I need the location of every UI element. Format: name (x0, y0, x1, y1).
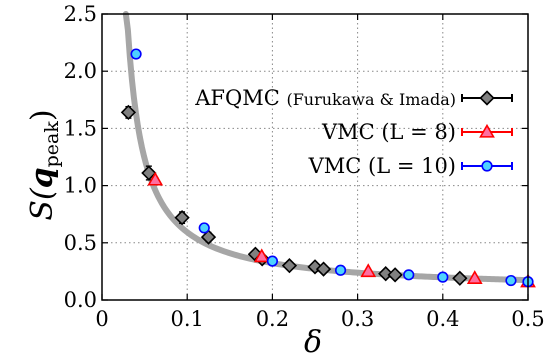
x-axis-label: δ (304, 325, 322, 355)
data-layer (120, 48, 536, 288)
data-point-diamond (315, 261, 332, 277)
x-tick-label: 0.1 (170, 307, 203, 331)
legend: AFQMC (Furukawa & Imada)VMC (L = 8)VMC (… (194, 86, 513, 178)
x-tick-label: 0.2 (256, 307, 289, 331)
plot-frame (101, 13, 529, 301)
data-point-diamond (141, 165, 157, 181)
legend-marker-circle (481, 160, 493, 172)
legend-series-note: (L = 8) (381, 120, 456, 144)
legend-series-note: (Furukawa & Imada) (286, 90, 456, 109)
data-point-diamond (200, 229, 217, 245)
legend-series-name: AFQMC (194, 86, 286, 110)
legend-series-note: (L = 10) (368, 154, 456, 178)
y-axis-label-sub: peak (41, 121, 63, 168)
data-point-circle (130, 48, 142, 60)
data-point-circle (505, 274, 517, 287)
data-point-diamond (378, 266, 394, 282)
series-diamond (120, 104, 468, 286)
legend-label: VMC (L = 10) (308, 154, 456, 178)
x-tick-label: 0.3 (341, 307, 374, 331)
legend-series-name: VMC (321, 120, 381, 144)
legend-label: VMC (L = 8) (321, 120, 456, 144)
fit-curve (122, 11, 531, 284)
data-point-diamond (174, 210, 190, 226)
data-point-triangle (147, 171, 164, 186)
y-axis-label: S(qpeak) (25, 109, 63, 220)
grid (102, 14, 528, 300)
data-point-circle (437, 271, 449, 283)
data-point-triangle (253, 248, 270, 263)
data-point-circle (198, 222, 210, 234)
y-tick-label: 0.5 (64, 231, 97, 255)
x-tick-label: 0 (95, 307, 108, 331)
legend-series-name: VMC (308, 154, 368, 178)
legend-label: AFQMC (Furukawa & Imada) (194, 86, 456, 110)
x-tick-label: 0.5 (511, 307, 544, 331)
data-point-circle (266, 255, 279, 267)
ticks: 0 0.1 0.2 0.3 0.4 0.5 0.0 0.5 1.0 1.5 2.0 2.5 (64, 2, 545, 331)
y-axis-label-bold: q (25, 167, 60, 188)
fit-curve-layer (122, 11, 531, 284)
data-point-diamond (281, 258, 298, 274)
data-point-diamond (387, 267, 403, 283)
y-tick-label: 2.5 (64, 2, 97, 26)
data-point-triangle (360, 263, 377, 278)
y-tick-label: 0.0 (64, 288, 97, 312)
data-point-circle (334, 264, 347, 276)
y-tick-label: 1.0 (64, 174, 97, 198)
series-circle (130, 48, 534, 288)
data-point-diamond (452, 270, 468, 286)
legend-marker-triangle (479, 123, 495, 138)
y-tick-label: 1.5 (64, 116, 97, 140)
data-point-triangle (466, 270, 483, 284)
legend-marker-diamond (479, 90, 495, 106)
y-tick-label: 2.0 (64, 59, 97, 83)
y-axis-label-close: ) (25, 109, 60, 121)
x-tick-label: 0.4 (426, 307, 459, 331)
data-point-diamond (120, 104, 137, 121)
data-point-circle (403, 269, 415, 281)
y-axis-label-main: S( (25, 187, 60, 221)
